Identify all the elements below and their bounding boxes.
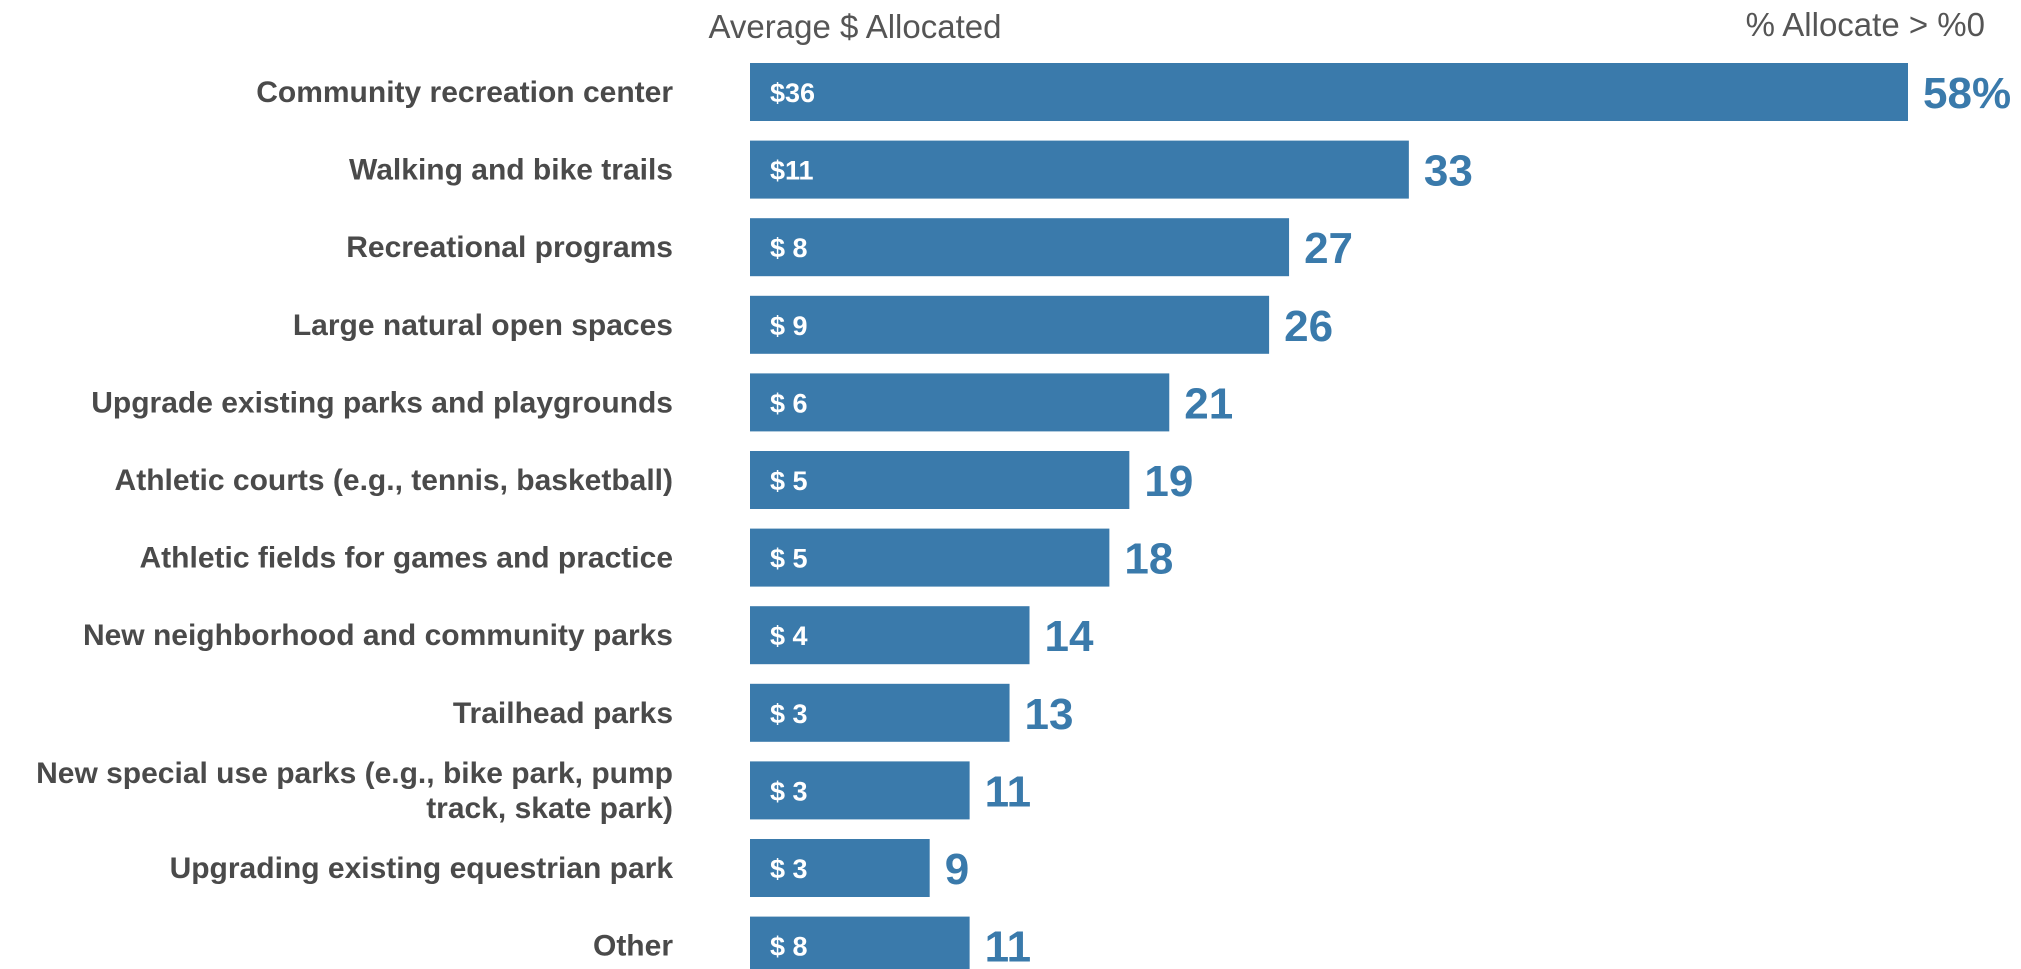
percent-allocate-header: % Allocate > %0 [1746,6,1985,43]
bar [750,140,1409,199]
category-label: Upgrade existing parks and playgrounds [91,386,673,419]
category-label: Trailhead parks [453,697,673,730]
bar [750,218,1290,277]
bar [750,295,1270,354]
bar [750,839,930,897]
percent-label: 9 [945,845,969,894]
category-label: Walking and bike trails [349,154,673,187]
percent-label: 21 [1184,379,1233,428]
category-label: Community recreation center [256,76,673,109]
percent-label: 26 [1284,302,1333,351]
bar [750,451,1130,509]
percent-label: 13 [1025,690,1074,739]
average-dollar-label: $ 8 [770,233,808,263]
bar [750,761,970,820]
percent-label: 14 [1045,612,1094,661]
average-dollar-label: $ 5 [770,466,808,496]
average-dollar-label: $ 5 [770,544,808,574]
bar [750,916,970,969]
bar [750,373,1170,432]
percent-label: 18 [1124,535,1173,584]
average-dollar-label: $ 8 [770,932,808,962]
average-dollar-label: $ 3 [770,776,808,806]
bar [750,528,1110,587]
category-label: track, skate park) [426,792,673,825]
bar [750,606,1030,665]
percent-label: 27 [1304,224,1353,273]
percent-label: 11 [985,767,1032,816]
bar [750,683,1010,742]
average-dollar-label: $ 3 [770,699,808,729]
category-label: New special use parks (e.g., bike park, … [36,757,673,790]
percent-label: 58% [1923,69,2011,118]
category-label: Athletic fields for games and practice [140,542,673,575]
category-label: Upgrading existing equestrian park [170,852,674,885]
category-label: New neighborhood and community parks [83,619,673,652]
category-label: Other [593,930,673,963]
average-dollar-label: $ 6 [770,388,808,418]
average-dollars-header: Average $ Allocated [709,8,1002,45]
category-label: Athletic courts (e.g., tennis, basketbal… [115,464,673,497]
category-label: Large natural open spaces [293,309,673,342]
category-label: Recreational programs [346,231,673,264]
bars-group: $36 58% Community recreation center $11 33 Wa… [36,63,2011,969]
average-dollar-label: $ 9 [770,311,808,341]
average-dollar-label: $ 4 [770,621,808,651]
percent-label: 19 [1144,457,1193,506]
bar [750,63,1908,121]
average-dollar-label: $11 [770,156,814,186]
percent-label: 11 [985,923,1032,969]
average-dollar-label: $ 3 [770,854,808,884]
average-dollar-label: $36 [770,78,815,108]
percent-label: 33 [1424,147,1473,196]
